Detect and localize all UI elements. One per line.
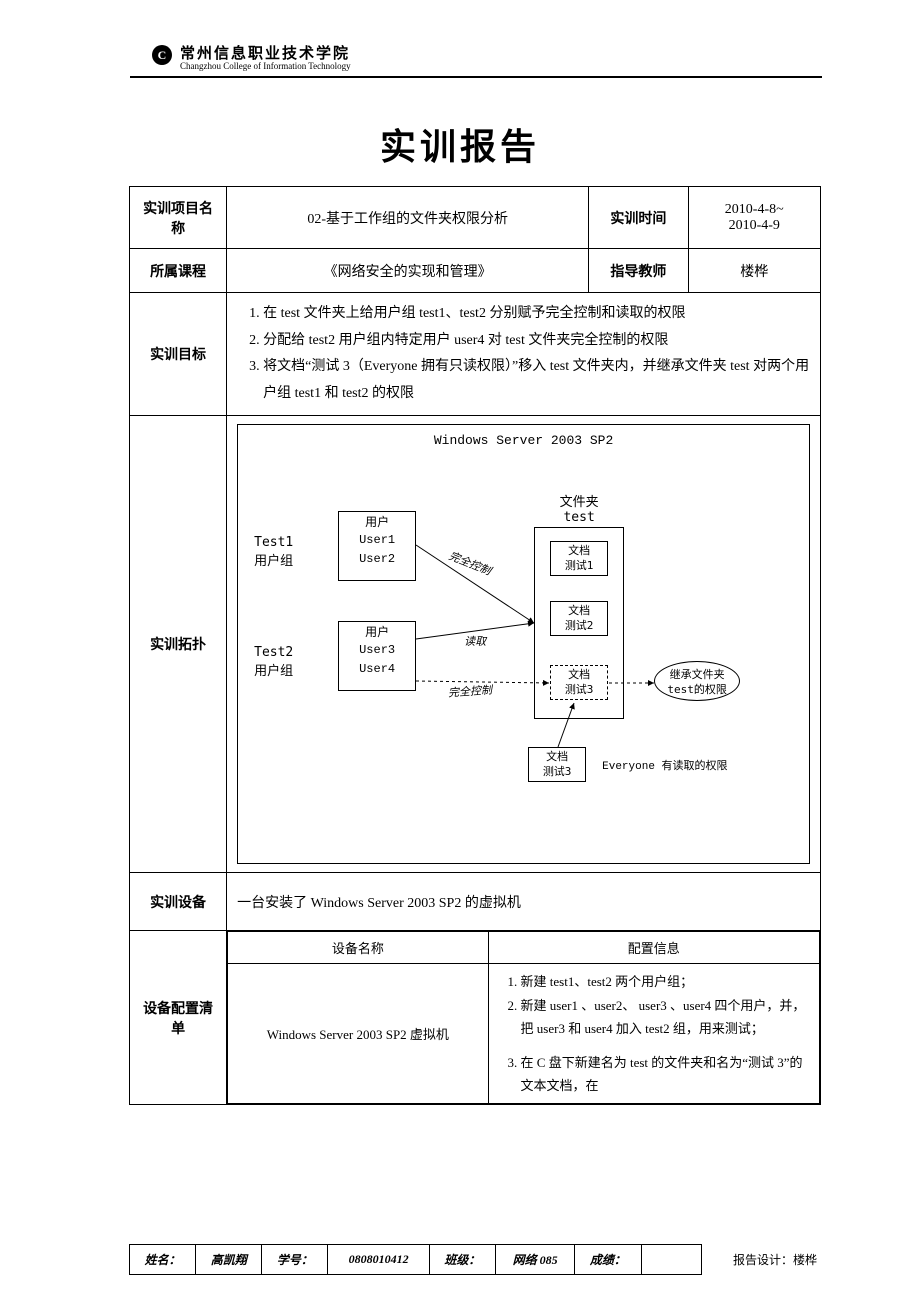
everyone-note: Everyone 有读取的权限 xyxy=(602,757,727,773)
header-rule xyxy=(130,76,822,78)
topology-title: Windows Server 2003 SP2 xyxy=(238,433,809,448)
document-title: 实训报告 xyxy=(0,118,920,170)
config-info-item: 在 C 盘下新建名为 test 的文件夹和名为“测试 3”的文本文档，在 xyxy=(521,1051,811,1098)
institution-name-cn: 常州信息职业技术学院 xyxy=(180,46,350,62)
user-box2-users: User3 User4 xyxy=(339,641,415,679)
config-device: Windows Server 2003 SP2 虚拟机 xyxy=(228,964,488,1104)
config-label: 设备配置清单 xyxy=(130,931,227,1105)
config-col1: 设备名称 xyxy=(228,932,488,964)
class-value: 网络 085 xyxy=(495,1245,574,1275)
project-name-label: 实训项目名称 xyxy=(130,187,227,249)
folder-title: 文件夹 test xyxy=(534,491,624,525)
user-box-header: 用户 xyxy=(339,514,415,531)
group2-label: Test2 用户组 xyxy=(254,645,293,679)
config-cell: 设备名称 配置信息 Windows Server 2003 SP2 虚拟机 新建… xyxy=(227,931,821,1105)
designer: 报告设计：楼桦 xyxy=(701,1245,821,1275)
user-box-2: 用户 User3 User4 xyxy=(338,621,416,691)
doc3-box-dashed: 文档 测试3 xyxy=(550,665,608,700)
user-box1-users: User1 User2 xyxy=(339,531,415,569)
user-box-1: 用户 User1 User2 xyxy=(338,511,416,581)
score-label: 成绩： xyxy=(575,1245,641,1275)
footer-table: 姓名： 高凯翔 学号： 0808010412 班级： 网络 085 成绩： 报告… xyxy=(129,1244,821,1275)
id-value: 0808010412 xyxy=(328,1245,429,1275)
teacher-value: 楼桦 xyxy=(688,249,820,293)
goal-label: 实训目标 xyxy=(130,293,227,416)
time-label: 实训时间 xyxy=(589,187,688,249)
goal-item: 将文档“测试 3（Everyone 拥有只读权限）”移入 test 文件夹内，并… xyxy=(263,354,810,407)
inherit-oval: 继承文件夹 test的权限 xyxy=(654,661,740,701)
user-box-header: 用户 xyxy=(339,624,415,641)
svg-text:C: C xyxy=(158,48,167,62)
project-name: 02-基于工作组的文件夹权限分析 xyxy=(227,187,589,249)
institution-name-en: Changzhou College of Information Technol… xyxy=(180,61,351,71)
teacher-label: 指导教师 xyxy=(589,249,688,293)
time-value: 2010-4-8~ 2010-4-9 xyxy=(688,187,820,249)
doc3-out-box: 文档 测试3 xyxy=(528,747,586,782)
config-info-item: 新建 user1 、user2、 user3 、user4 四个用户，并，把 u… xyxy=(521,994,811,1041)
report-table: 实训项目名称 02-基于工作组的文件夹权限分析 实训时间 2010-4-8~ 2… xyxy=(129,186,821,1105)
config-info-item: 新建 test1、test2 两个用户组； xyxy=(521,970,811,993)
doc2-box: 文档 测试2 xyxy=(550,601,608,636)
edge-label-full: 完全控制 xyxy=(447,548,494,579)
course-label: 所属课程 xyxy=(130,249,227,293)
config-table: 设备名称 配置信息 Windows Server 2003 SP2 虚拟机 新建… xyxy=(227,931,820,1104)
goals-list: 在 test 文件夹上给用户组 test1、test2 分别赋予完全控制和读取的… xyxy=(237,301,810,407)
goal-item: 分配给 test2 用户组内特定用户 user4 对 test 文件夹完全控制的… xyxy=(263,328,810,355)
topology-lines xyxy=(238,425,809,863)
name-value: 高凯翔 xyxy=(196,1245,262,1275)
topology-label: 实训拓扑 xyxy=(130,416,227,873)
equipment-value: 一台安装了 Windows Server 2003 SP2 的虚拟机 xyxy=(227,873,821,931)
group1-label: Test1 用户组 xyxy=(254,535,293,569)
class-label: 班级： xyxy=(429,1245,495,1275)
inherit-oval-text: 继承文件夹 test的权限 xyxy=(667,668,727,695)
doc1-box: 文档 测试1 xyxy=(550,541,608,576)
edge-label-full2: 完全控制 xyxy=(448,682,493,701)
equipment-label: 实训设备 xyxy=(130,873,227,931)
page-header: C 常州信息职业技术学院 Changzhou College of Inform… xyxy=(150,42,820,71)
topology-cell: Windows Server 2003 SP2 Test1 用户组 Test2 … xyxy=(227,416,821,873)
config-info: 新建 test1、test2 两个用户组； 新建 user1 、user2、 u… xyxy=(488,964,819,1104)
config-info-list: 新建 test1、test2 两个用户组； 新建 user1 、user2、 u… xyxy=(497,970,811,1097)
edge-label-read: 读取 xyxy=(464,633,486,649)
goal-cell: 在 test 文件夹上给用户组 test1、test2 分别赋予完全控制和读取的… xyxy=(227,293,821,416)
college-logo-icon: C xyxy=(150,43,174,71)
name-label: 姓名： xyxy=(130,1245,196,1275)
config-col2: 配置信息 xyxy=(488,932,819,964)
goal-item: 在 test 文件夹上给用户组 test1、test2 分别赋予完全控制和读取的… xyxy=(263,301,810,328)
id-label: 学号： xyxy=(262,1245,328,1275)
score-value xyxy=(641,1245,701,1275)
course-value: 《网络安全的实现和管理》 xyxy=(227,249,589,293)
topology-diagram: Windows Server 2003 SP2 Test1 用户组 Test2 … xyxy=(237,424,810,864)
